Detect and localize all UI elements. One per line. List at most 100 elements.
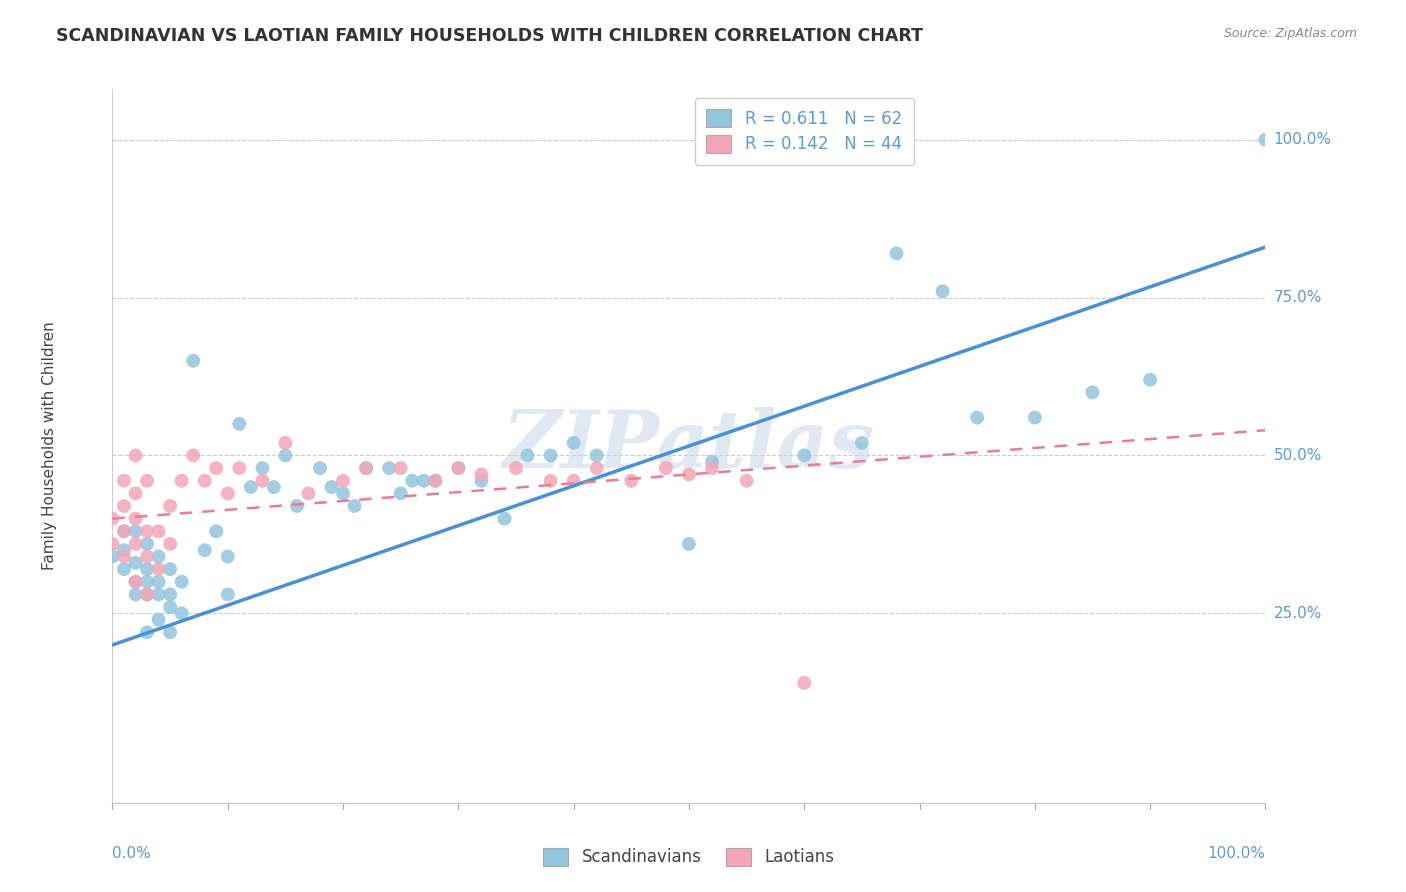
Point: [263, 480, 285, 494]
Point: [378, 461, 401, 475]
Point: [1139, 373, 1161, 387]
Point: [170, 474, 193, 488]
Point: [1024, 410, 1046, 425]
Text: 100.0%: 100.0%: [1208, 846, 1265, 861]
Point: [217, 549, 239, 564]
Point: [966, 410, 988, 425]
Point: [148, 587, 170, 601]
Point: [170, 574, 193, 589]
Point: [354, 461, 377, 475]
Point: [159, 600, 181, 615]
Point: [274, 449, 297, 463]
Point: [101, 549, 124, 564]
Point: [516, 449, 538, 463]
Point: [124, 537, 146, 551]
Point: [470, 467, 492, 482]
Point: [170, 607, 193, 621]
Point: [124, 574, 146, 589]
Point: [389, 486, 412, 500]
Point: [101, 511, 124, 525]
Point: [136, 587, 159, 601]
Point: [112, 543, 135, 558]
Point: [124, 556, 146, 570]
Point: [1081, 385, 1104, 400]
Point: [148, 524, 170, 539]
Point: [159, 625, 181, 640]
Point: [700, 455, 723, 469]
Point: [252, 461, 274, 475]
Point: [343, 499, 366, 513]
Point: [124, 449, 146, 463]
Point: [112, 474, 135, 488]
Point: [136, 574, 159, 589]
Point: [217, 587, 239, 601]
Point: [159, 587, 181, 601]
Point: [585, 449, 607, 463]
Point: [540, 474, 562, 488]
Point: [148, 574, 170, 589]
Point: [194, 543, 217, 558]
Text: ZIPatlas: ZIPatlas: [503, 408, 875, 484]
Point: [700, 461, 723, 475]
Point: [494, 511, 516, 525]
Point: [540, 449, 562, 463]
Point: [793, 449, 815, 463]
Text: SCANDINAVIAN VS LAOTIAN FAMILY HOUSEHOLDS WITH CHILDREN CORRELATION CHART: SCANDINAVIAN VS LAOTIAN FAMILY HOUSEHOLD…: [56, 27, 924, 45]
Point: [136, 562, 159, 576]
Text: Family Households with Children: Family Households with Children: [42, 322, 56, 570]
Point: [136, 474, 159, 488]
Point: [101, 537, 124, 551]
Point: [354, 461, 377, 475]
Point: [136, 537, 159, 551]
Point: [159, 562, 181, 576]
Point: [655, 461, 678, 475]
Point: [735, 474, 758, 488]
Text: 50.0%: 50.0%: [1274, 448, 1322, 463]
Point: [1254, 133, 1277, 147]
Point: [205, 524, 228, 539]
Point: [309, 461, 332, 475]
Point: [136, 524, 159, 539]
Point: [124, 511, 146, 525]
Point: [447, 461, 470, 475]
Point: [205, 461, 228, 475]
Point: [425, 474, 447, 488]
Point: [425, 474, 447, 488]
Point: [886, 246, 908, 260]
Point: [194, 474, 217, 488]
Point: [793, 675, 815, 690]
Point: [447, 461, 470, 475]
Point: [401, 474, 423, 488]
Point: [285, 499, 308, 513]
Point: [148, 562, 170, 576]
Point: [112, 499, 135, 513]
Point: [124, 486, 146, 500]
Point: [297, 486, 319, 500]
Point: [112, 524, 135, 539]
Point: [332, 474, 354, 488]
Point: [321, 480, 343, 494]
Point: [562, 435, 585, 450]
Legend: Scandinavians, Laotians: Scandinavians, Laotians: [537, 841, 841, 873]
Point: [412, 474, 434, 488]
Point: [181, 353, 204, 368]
Point: [124, 524, 146, 539]
Point: [228, 461, 250, 475]
Point: [228, 417, 250, 431]
Point: [136, 549, 159, 564]
Point: [112, 524, 135, 539]
Point: [470, 474, 492, 488]
Point: [181, 449, 204, 463]
Text: 100.0%: 100.0%: [1274, 132, 1331, 147]
Point: [159, 499, 181, 513]
Point: [332, 486, 354, 500]
Point: [112, 562, 135, 576]
Point: [678, 537, 700, 551]
Point: [124, 587, 146, 601]
Point: [851, 435, 873, 450]
Point: [124, 574, 146, 589]
Point: [136, 625, 159, 640]
Point: [389, 461, 412, 475]
Point: [931, 285, 953, 299]
Point: [562, 474, 585, 488]
